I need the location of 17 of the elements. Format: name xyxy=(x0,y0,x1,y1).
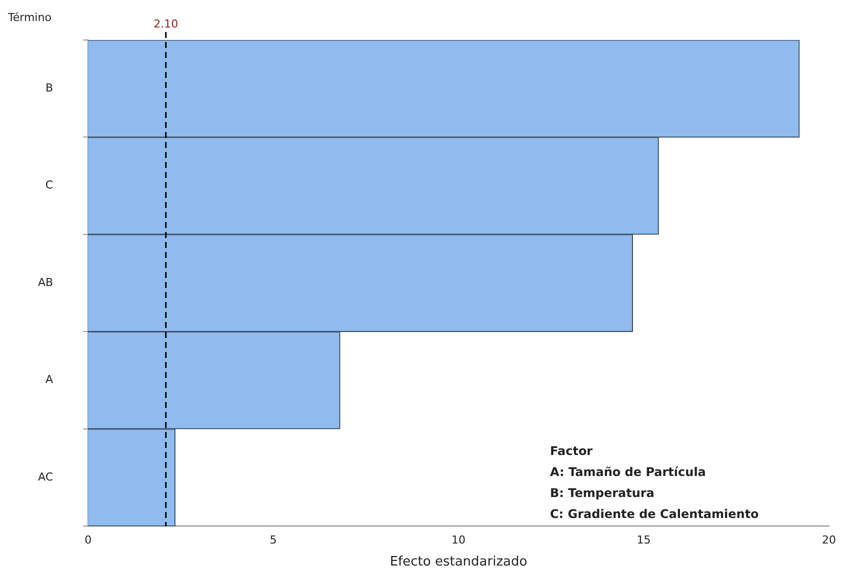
annotation: B: Temperatura xyxy=(550,486,654,500)
x-tick-label: 15 xyxy=(636,534,651,547)
annotation: A: Tamaño de Partícula xyxy=(550,465,706,480)
y-axis-title: Término xyxy=(7,10,52,24)
x-axis-title: Efecto estandarizado xyxy=(390,554,528,570)
y-tick-label: B xyxy=(46,81,54,94)
y-tick-label: A xyxy=(46,373,54,386)
annotation: C: Gradiente de Calentamiento xyxy=(550,507,759,522)
x-tick-label: 20 xyxy=(822,534,836,547)
x-tick-label: 5 xyxy=(270,534,277,547)
x-tick-label: 0 xyxy=(84,534,92,547)
y-tick-label: C xyxy=(45,178,54,192)
ref-line-label: 2.10 xyxy=(154,17,178,30)
annotation: Factor xyxy=(550,444,593,458)
y-tick-label: AC xyxy=(38,470,54,484)
y-tick-label: AB xyxy=(38,276,54,289)
x-tick-label: 10 xyxy=(452,534,466,547)
